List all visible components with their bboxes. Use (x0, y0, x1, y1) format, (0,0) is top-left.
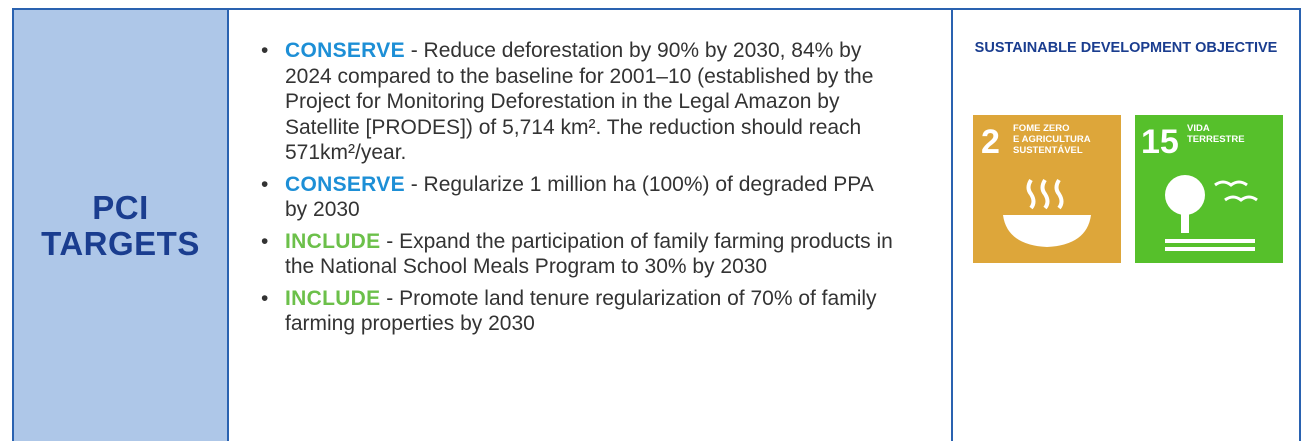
icon-caption: TERRESTRE (1187, 134, 1245, 145)
targets-cell: CONSERVE - Reduce deforestation by 90% b… (229, 8, 953, 441)
target-label: INCLUDE (285, 229, 381, 253)
icon-number: 15 (1141, 123, 1179, 161)
icon-number: 2 (981, 123, 1000, 161)
target-text: - Regularize 1 million ha (100%) of degr… (285, 172, 873, 222)
target-label: INCLUDE (285, 286, 381, 310)
header-line: TARGETS (41, 224, 200, 262)
target-item: CONSERVE - Regularize 1 million ha (100%… (257, 172, 897, 223)
tree (1165, 175, 1205, 215)
target-item: INCLUDE - Expand the participation of fa… (257, 229, 897, 280)
objective-cell: SUSTAINABLE DEVELOPMENT OBJECTIVE 2 FOME… (953, 8, 1301, 441)
objective-title: SUSTAINABLE DEVELOPMENT OBJECTIVE (974, 40, 1278, 56)
trunk (1181, 205, 1189, 233)
icon-background (1135, 115, 1283, 263)
target-item: CONSERVE - Reduce deforestation by 90% b… (257, 38, 897, 166)
bowl (1003, 215, 1091, 247)
target-text: - Reduce deforestation by 90% by 2030, 8… (285, 39, 874, 164)
target-label: CONSERVE (285, 39, 405, 62)
icon-caption: FOME ZERO (1013, 123, 1069, 134)
target-label: CONSERVE (285, 172, 405, 196)
header-line: PCI (92, 188, 149, 226)
ground (1165, 239, 1255, 243)
steam (1026, 178, 1064, 210)
icon-caption: E AGRICULTURA (1013, 134, 1091, 145)
header-cell: PCI TARGETS (12, 8, 229, 441)
birds (1214, 180, 1258, 202)
target-item: INCLUDE - Promote land tenure regulariza… (257, 286, 897, 337)
icon-caption: SUSTENTÁVEL (1013, 145, 1083, 156)
ground (1165, 247, 1255, 251)
target-text: - Expand the participation of family far… (285, 229, 893, 279)
target-text: - Promote land tenure regularization of … (285, 286, 877, 336)
icon-caption: VIDA (1187, 123, 1210, 134)
target-list: CONSERVE - Reduce deforestation by 90% b… (257, 38, 897, 343)
